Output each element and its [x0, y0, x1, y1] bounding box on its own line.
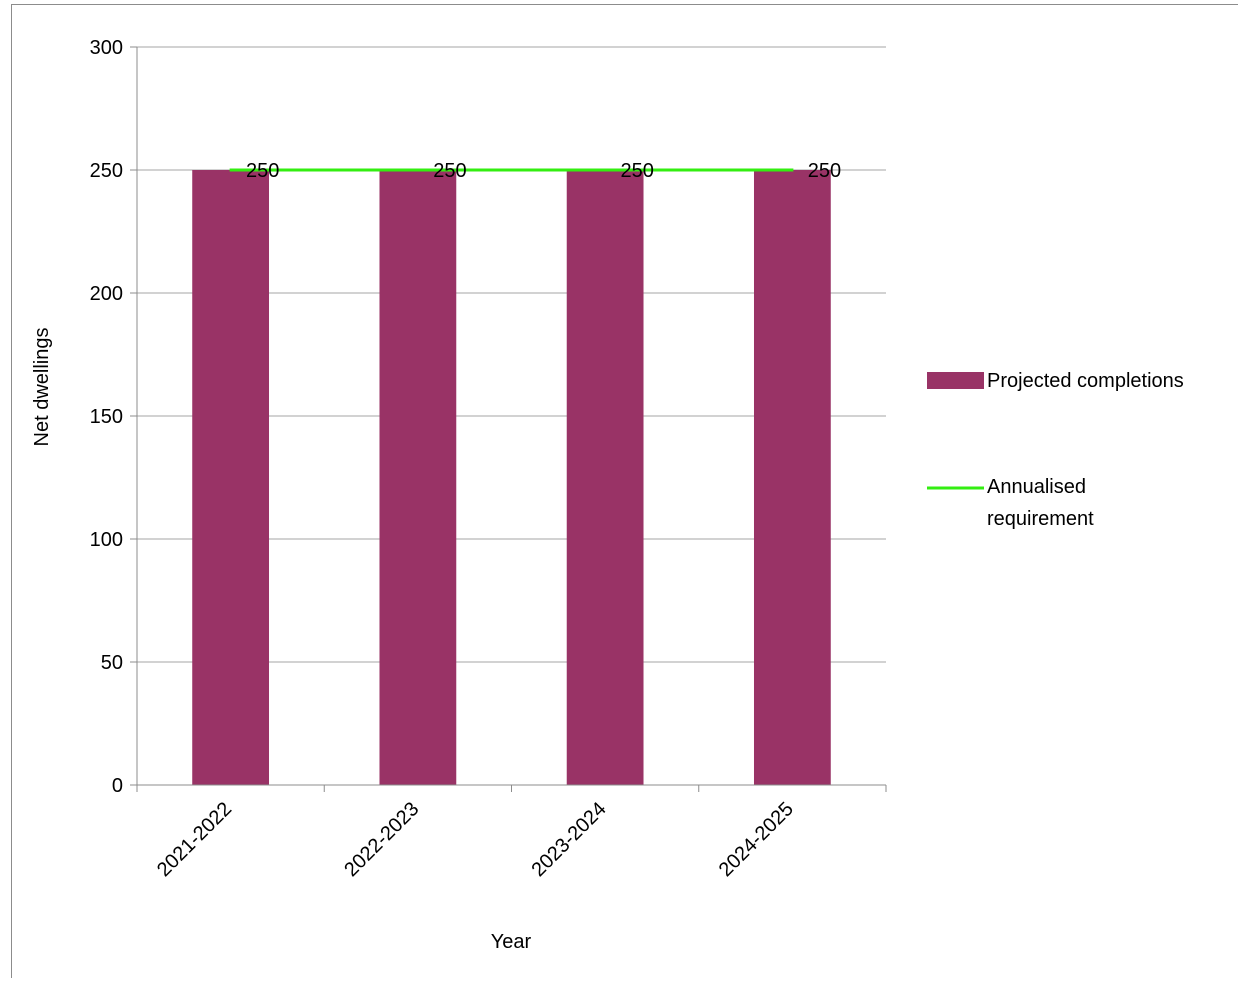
y-tick-label-200: 200	[90, 283, 123, 305]
data-label-2024-2025: 250	[808, 160, 841, 182]
y-tick-label-150: 150	[90, 406, 123, 428]
x-axis-label: Year	[491, 931, 532, 953]
y-tick-label-50: 50	[101, 652, 123, 674]
data-label-2021-2022: 250	[246, 160, 279, 182]
y-tick-label-250: 250	[90, 160, 123, 182]
bar-2024-2025	[754, 170, 831, 785]
y-tick-label-300: 300	[90, 37, 123, 59]
legend-label-line-2: requirement	[987, 508, 1094, 530]
y-tick-label-0: 0	[112, 775, 123, 797]
legend-swatch-projected-completions	[927, 372, 984, 389]
bar-2022-2023	[379, 170, 456, 785]
bar-2023-2024	[567, 170, 644, 785]
y-axis-label: Net dwellings	[31, 328, 53, 447]
bar-2021-2022	[192, 170, 269, 785]
legend-label-line-1: Annualised	[987, 476, 1086, 498]
y-tick-label-100: 100	[90, 529, 123, 551]
data-label-2022-2023: 250	[433, 160, 466, 182]
data-label-2023-2024: 250	[621, 160, 654, 182]
legend-label-projected-completions: Projected completions	[987, 370, 1184, 392]
